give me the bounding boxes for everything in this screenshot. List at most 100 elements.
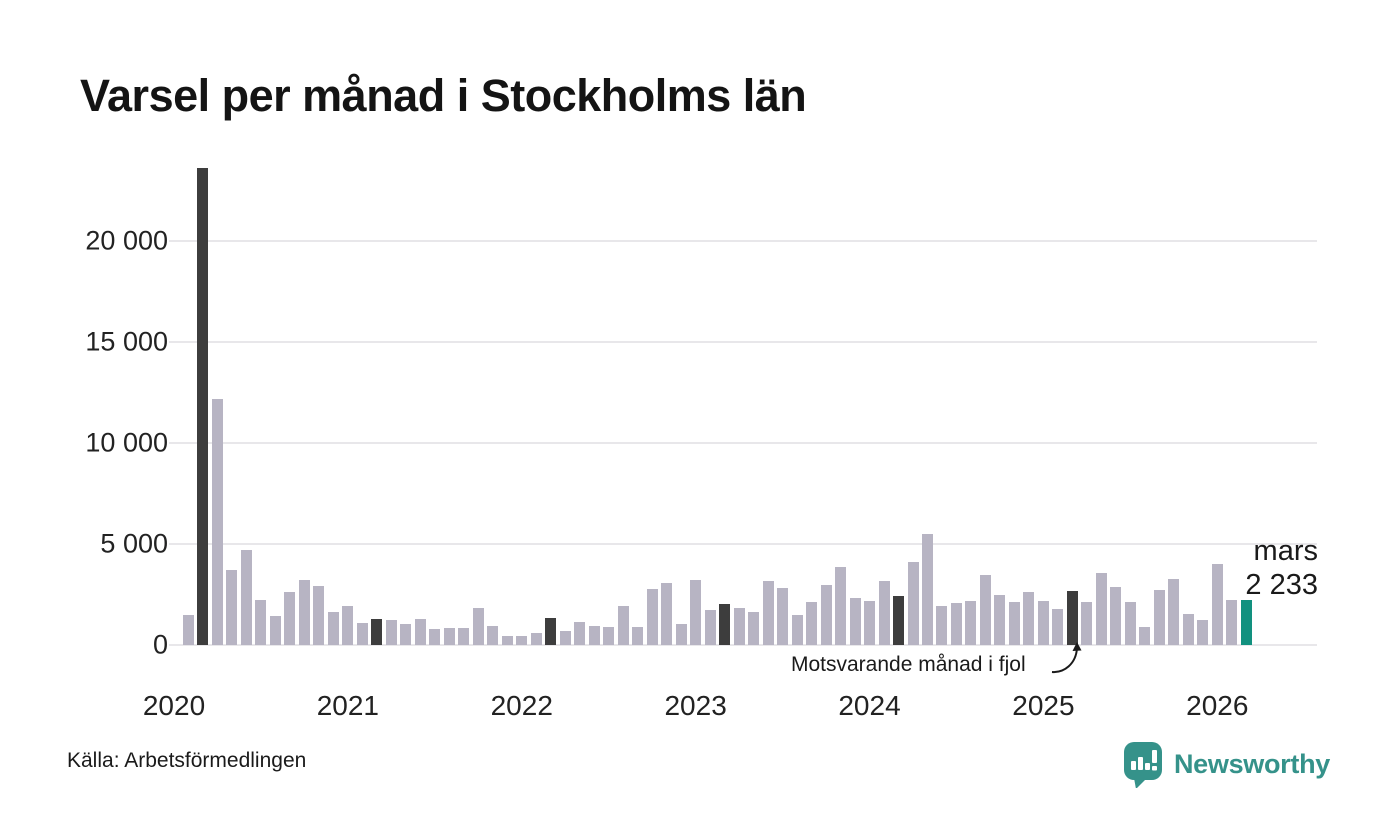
bar-2024-07 — [950, 602, 962, 645]
bar-2021-12 — [501, 635, 513, 645]
bar-2022-05 — [574, 621, 586, 645]
bar-2020-06 — [240, 550, 252, 645]
bar-2025-02 — [1052, 608, 1064, 645]
bar-2022-04 — [559, 630, 571, 645]
bar-2022-10 — [646, 589, 658, 645]
bar-2023-06 — [762, 581, 774, 645]
x-tick-label-2020: 2020 — [142, 690, 206, 721]
bar-2022-01 — [516, 635, 528, 645]
bar-2020-10 — [298, 580, 310, 645]
bar-2021-06 — [414, 618, 426, 645]
bar-2021-10 — [472, 607, 484, 645]
last-year-annotation: Motsvarande månad i fjol — [791, 653, 1026, 676]
gridline — [169, 442, 1317, 444]
brand-footer: Newsworthy — [1122, 740, 1330, 788]
bar-2024-06 — [936, 605, 948, 645]
bar-2022-09 — [632, 626, 644, 645]
bar-2023-09 — [806, 601, 818, 645]
bar-2023-12 — [849, 597, 861, 645]
bar-2024-01 — [864, 600, 876, 645]
bar-2024-02 — [878, 581, 890, 645]
bar-2021-08 — [443, 627, 455, 645]
bar-2025-05 — [1095, 573, 1107, 645]
source-note: Källa: Arbetsförmedlingen — [67, 749, 307, 772]
bar-2021-09 — [458, 627, 470, 645]
current-month-label: mars 2 233 — [1245, 534, 1318, 602]
chart-title: Varsel per månad i Stockholms län — [80, 70, 807, 121]
bar-2020-03 — [197, 168, 209, 645]
y-tick-label: 15 000 — [85, 326, 168, 357]
bar-2020-09 — [284, 592, 296, 645]
bar-2023-01 — [690, 580, 702, 645]
x-tick-label-2024: 2024 — [838, 690, 901, 721]
plot-area — [169, 155, 1323, 646]
bar-2023-11 — [835, 567, 847, 645]
bar-2023-08 — [791, 614, 803, 645]
bar-2022-08 — [617, 605, 629, 645]
bar-2023-02 — [704, 609, 716, 645]
bar-2023-10 — [820, 585, 832, 645]
bar-2025-12 — [1197, 619, 1209, 645]
bar-2020-04 — [211, 398, 223, 645]
bar-2020-02 — [183, 614, 194, 645]
bar-2024-12 — [1023, 592, 1035, 645]
bar-2025-03 — [1066, 591, 1078, 645]
bar-2023-07 — [777, 588, 789, 645]
bar-2024-05 — [921, 533, 933, 645]
bar-2022-11 — [661, 583, 673, 645]
bar-2021-07 — [429, 628, 441, 645]
bar-2021-05 — [400, 623, 412, 645]
gridline — [169, 543, 1317, 545]
bar-2024-11 — [1008, 601, 1020, 645]
bar-2026-02 — [1226, 599, 1238, 645]
bar-2025-07 — [1124, 601, 1136, 645]
bar-2024-03 — [893, 595, 904, 645]
bar-2023-03 — [719, 603, 731, 645]
x-tick-label-2026: 2026 — [1186, 690, 1249, 721]
bar-2025-04 — [1081, 601, 1093, 645]
x-tick-label-2021: 2021 — [316, 690, 380, 721]
bar-2022-07 — [603, 626, 615, 645]
bar-2025-10 — [1168, 579, 1180, 645]
bar-2023-04 — [733, 607, 745, 645]
y-tick-label: 20 000 — [85, 225, 168, 256]
bar-2021-11 — [487, 625, 499, 645]
bar-2020-05 — [226, 570, 238, 645]
gridline — [169, 240, 1317, 242]
bar-2022-03 — [545, 617, 557, 645]
bar-2025-11 — [1182, 613, 1194, 645]
bar-2022-12 — [675, 623, 687, 645]
y-tick-label: 0 — [152, 629, 168, 660]
y-axis: 0 5 000 10 000 15 000 20 000 — [0, 155, 168, 660]
bar-2025-09 — [1153, 590, 1165, 645]
bar-2024-10 — [994, 594, 1006, 645]
brand-name: Newsworthy — [1173, 748, 1330, 779]
bar-2024-04 — [907, 562, 919, 645]
bar-2020-12 — [327, 611, 339, 645]
bar-2022-06 — [588, 625, 600, 645]
gridline — [169, 644, 1317, 646]
bar-2022-02 — [530, 632, 542, 645]
bar-2020-08 — [269, 615, 281, 645]
bar-2023-05 — [748, 611, 760, 645]
newsworthy-logo-icon — [1123, 742, 1162, 788]
bar-2025-08 — [1139, 626, 1151, 645]
x-tick-label-2025: 2025 — [1012, 690, 1075, 721]
gridline — [169, 341, 1317, 343]
bar-2026-03 — [1240, 599, 1252, 645]
current-month-name: mars — [1253, 535, 1318, 567]
y-tick-label: 5 000 — [100, 528, 168, 559]
x-axis: 2020 2021 2022 2023 2024 2025 2026 — [143, 690, 1323, 730]
bar-2021-01 — [342, 605, 354, 645]
bar-2025-06 — [1110, 587, 1122, 645]
x-tick-label-2023: 2023 — [664, 690, 727, 721]
bar-2020-11 — [313, 586, 325, 645]
bar-2020-07 — [255, 599, 267, 645]
bar-2021-03 — [371, 618, 383, 645]
bar-2021-04 — [385, 619, 397, 645]
bar-2024-09 — [979, 575, 991, 645]
bar-2026-01 — [1211, 564, 1223, 645]
annotation-arrow-icon — [1051, 642, 1082, 674]
x-tick-label-2022: 2022 — [490, 690, 553, 721]
y-tick-label: 10 000 — [85, 427, 168, 458]
